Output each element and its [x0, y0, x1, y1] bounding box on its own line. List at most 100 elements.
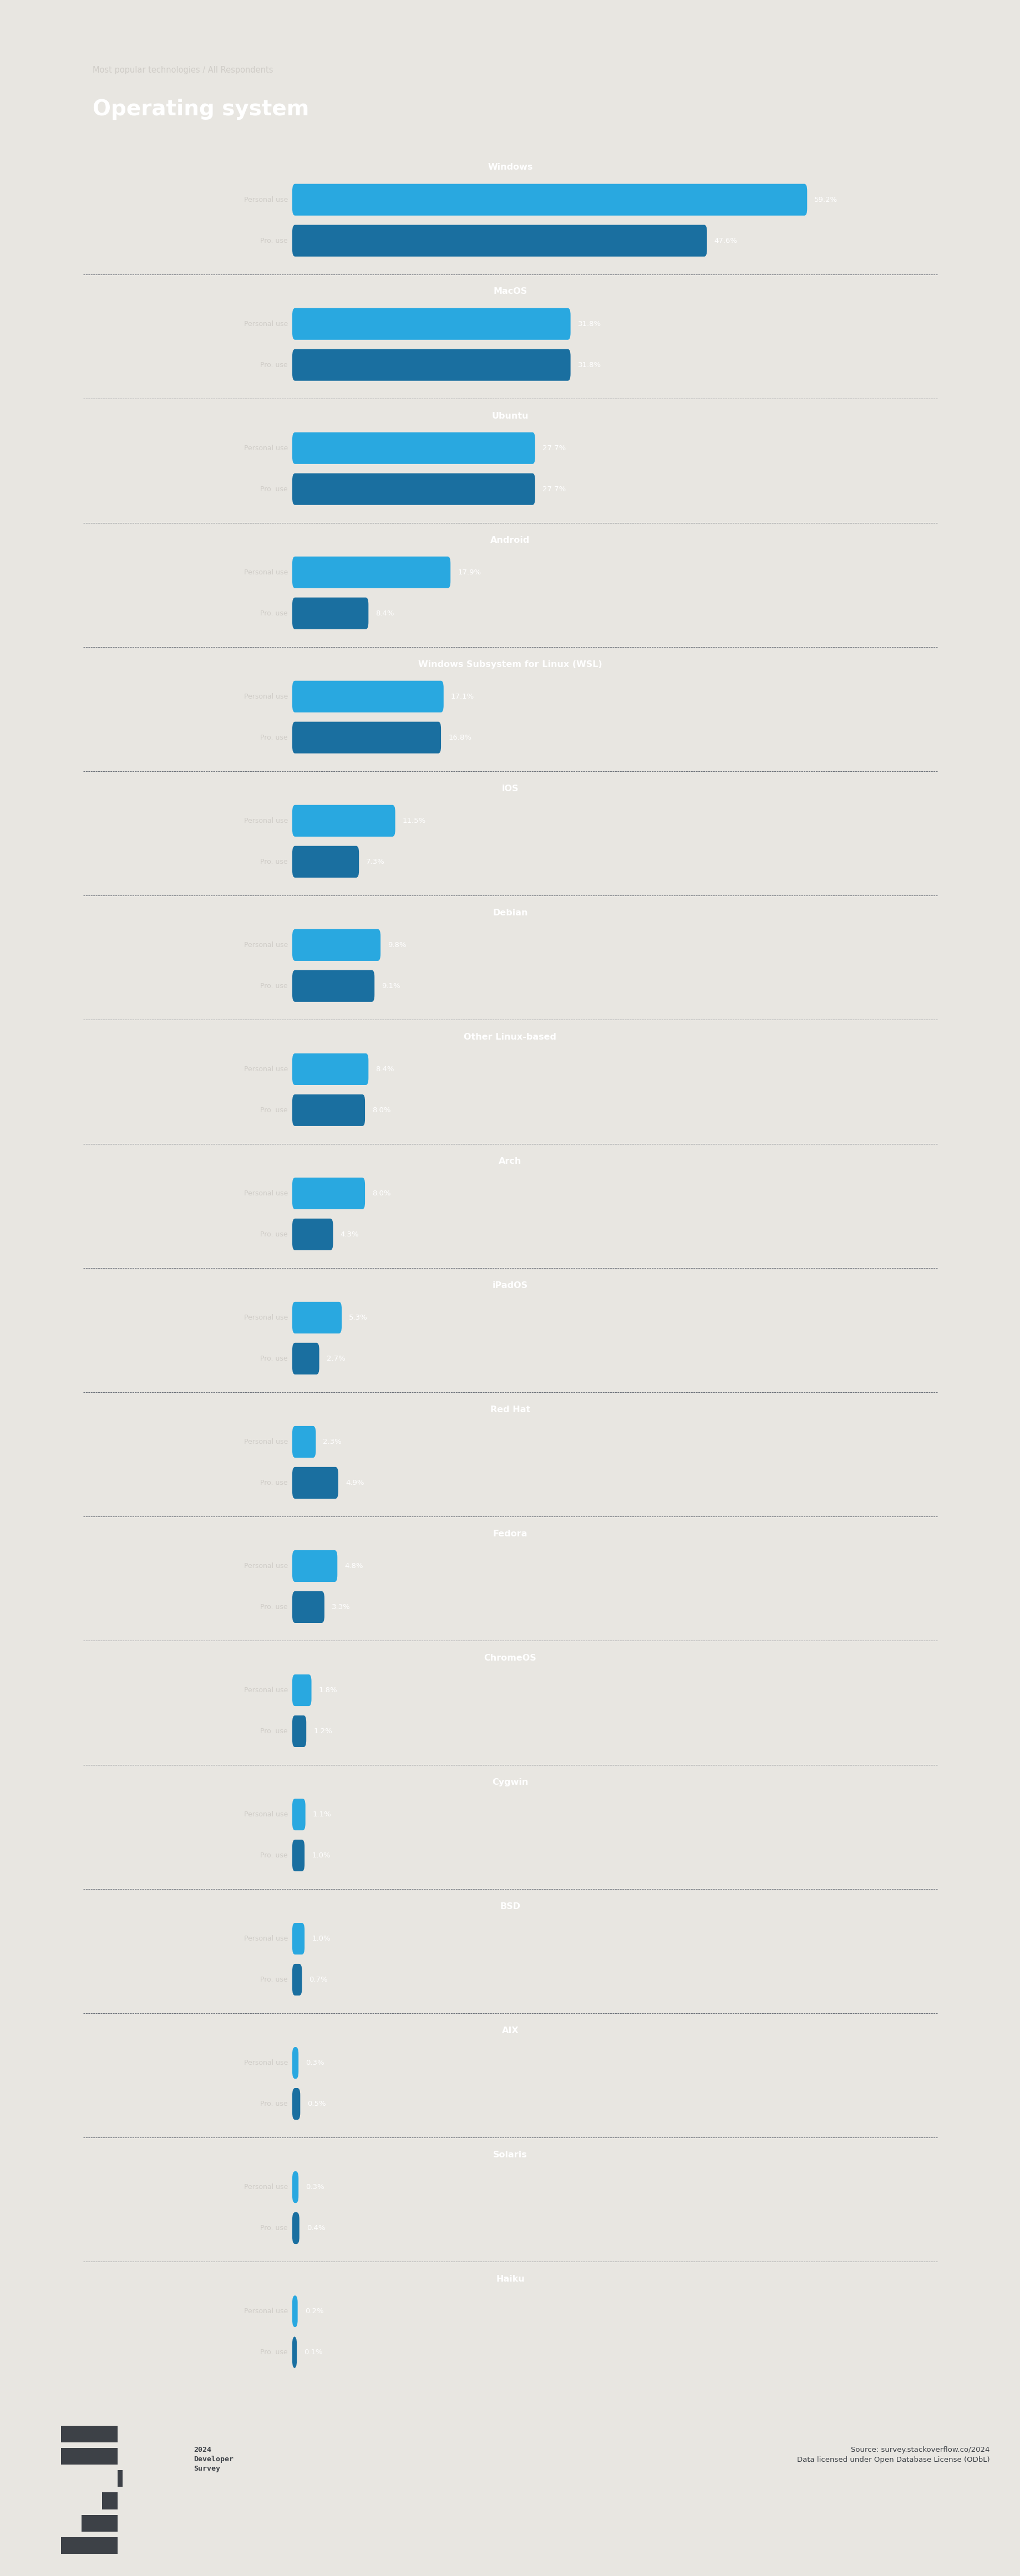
Text: 1.1%: 1.1%: [312, 1811, 332, 1819]
Text: Personal use: Personal use: [244, 1811, 288, 1819]
Text: ChromeOS: ChromeOS: [483, 1654, 537, 1662]
Text: 0.3%: 0.3%: [306, 2058, 324, 2066]
Text: Pro. use: Pro. use: [260, 2349, 288, 2357]
Text: 4.9%: 4.9%: [346, 1479, 364, 1486]
FancyBboxPatch shape: [292, 1798, 305, 1832]
Text: Personal use: Personal use: [244, 817, 288, 824]
Text: 16.8%: 16.8%: [448, 734, 471, 742]
FancyBboxPatch shape: [292, 930, 380, 961]
Text: Source: survey.stackoverflow.co/2024
Data licensed under Open Database License (: Source: survey.stackoverflow.co/2024 Dat…: [797, 2447, 989, 2463]
Text: Pro. use: Pro. use: [260, 484, 288, 492]
Text: Arch: Arch: [499, 1157, 521, 1164]
Text: Other Linux-based: Other Linux-based: [464, 1033, 556, 1041]
FancyBboxPatch shape: [292, 2172, 298, 2202]
Text: Personal use: Personal use: [244, 319, 288, 327]
Text: 0.1%: 0.1%: [304, 2349, 322, 2357]
Text: 9.8%: 9.8%: [388, 940, 406, 948]
Text: Personal use: Personal use: [244, 1314, 288, 1321]
Text: 1.2%: 1.2%: [313, 1728, 333, 1734]
Text: Red Hat: Red Hat: [490, 1406, 530, 1414]
Text: iPadOS: iPadOS: [493, 1280, 527, 1291]
Text: 31.8%: 31.8%: [577, 361, 601, 368]
Text: 47.6%: 47.6%: [714, 237, 737, 245]
Text: 8.4%: 8.4%: [375, 1066, 394, 1072]
FancyBboxPatch shape: [292, 804, 395, 837]
FancyBboxPatch shape: [292, 1301, 342, 1334]
FancyBboxPatch shape: [292, 2213, 299, 2244]
Text: Personal use: Personal use: [244, 1935, 288, 1942]
Text: Personal use: Personal use: [244, 196, 288, 204]
Text: Personal use: Personal use: [244, 1564, 288, 1569]
Text: Pro. use: Pro. use: [260, 237, 288, 245]
Text: Haiku: Haiku: [496, 2275, 524, 2282]
Bar: [82, 2514, 117, 2532]
Text: 2.3%: 2.3%: [323, 1437, 342, 1445]
Text: 2024
Developer
Survey: 2024 Developer Survey: [194, 2447, 234, 2473]
Text: Debian: Debian: [493, 909, 527, 917]
Text: Most popular technologies / All Respondents: Most popular technologies / All Responde…: [93, 67, 273, 75]
FancyBboxPatch shape: [292, 433, 534, 464]
Bar: [61, 2427, 117, 2442]
FancyBboxPatch shape: [292, 680, 444, 714]
Text: 27.7%: 27.7%: [542, 484, 565, 492]
Text: 0.3%: 0.3%: [306, 2184, 324, 2190]
Text: 3.3%: 3.3%: [332, 1602, 350, 1610]
Text: Pro. use: Pro. use: [260, 611, 288, 616]
Text: iOS: iOS: [502, 783, 518, 793]
FancyBboxPatch shape: [292, 1177, 365, 1208]
Text: 8.4%: 8.4%: [375, 611, 394, 616]
FancyBboxPatch shape: [292, 971, 374, 1002]
Text: Ubuntu: Ubuntu: [492, 412, 528, 420]
Text: 1.0%: 1.0%: [312, 1852, 330, 1860]
FancyBboxPatch shape: [292, 1839, 304, 1870]
Bar: [61, 2537, 117, 2553]
Text: Pro. use: Pro. use: [260, 981, 288, 989]
FancyBboxPatch shape: [292, 1095, 365, 1126]
Text: 0.4%: 0.4%: [306, 2226, 325, 2231]
FancyBboxPatch shape: [292, 350, 570, 381]
FancyBboxPatch shape: [292, 1963, 302, 1996]
Text: Pro. use: Pro. use: [260, 361, 288, 368]
Text: Personal use: Personal use: [244, 569, 288, 577]
Text: 11.5%: 11.5%: [402, 817, 425, 824]
FancyBboxPatch shape: [292, 1427, 315, 1458]
Text: 17.9%: 17.9%: [458, 569, 480, 577]
Bar: [117, 2470, 122, 2486]
Text: Pro. use: Pro. use: [260, 2099, 288, 2107]
Text: Personal use: Personal use: [244, 2308, 288, 2316]
Text: 0.2%: 0.2%: [305, 2308, 323, 2316]
FancyBboxPatch shape: [292, 2089, 300, 2120]
FancyBboxPatch shape: [292, 598, 368, 629]
Text: 9.1%: 9.1%: [381, 981, 400, 989]
Text: Pro. use: Pro. use: [260, 1231, 288, 1239]
Text: Pro. use: Pro. use: [260, 1355, 288, 1363]
Text: 2.7%: 2.7%: [326, 1355, 345, 1363]
FancyBboxPatch shape: [292, 1342, 319, 1376]
Bar: [102, 2494, 117, 2509]
Text: Pro. use: Pro. use: [260, 1479, 288, 1486]
Text: 7.3%: 7.3%: [366, 858, 385, 866]
FancyBboxPatch shape: [292, 845, 359, 878]
FancyBboxPatch shape: [292, 183, 807, 216]
Text: 59.2%: 59.2%: [814, 196, 837, 204]
Text: 27.7%: 27.7%: [542, 446, 565, 451]
Text: 4.8%: 4.8%: [345, 1564, 363, 1569]
Text: Pro. use: Pro. use: [260, 1976, 288, 1984]
Text: 0.5%: 0.5%: [307, 2099, 326, 2107]
FancyBboxPatch shape: [292, 1054, 368, 1084]
FancyBboxPatch shape: [292, 1466, 338, 1499]
Text: Pro. use: Pro. use: [260, 1602, 288, 1610]
Text: 8.0%: 8.0%: [372, 1108, 391, 1113]
FancyBboxPatch shape: [292, 1922, 304, 1955]
Text: Pro. use: Pro. use: [260, 1108, 288, 1113]
Text: Personal use: Personal use: [244, 693, 288, 701]
Text: MacOS: MacOS: [493, 289, 527, 296]
Text: AIX: AIX: [502, 2027, 518, 2035]
Text: Cygwin: Cygwin: [492, 1777, 528, 1785]
Text: Personal use: Personal use: [244, 940, 288, 948]
FancyBboxPatch shape: [292, 1716, 306, 1747]
Text: Pro. use: Pro. use: [260, 858, 288, 866]
FancyBboxPatch shape: [292, 556, 450, 587]
Text: Personal use: Personal use: [244, 1066, 288, 1072]
Text: 31.8%: 31.8%: [577, 319, 601, 327]
